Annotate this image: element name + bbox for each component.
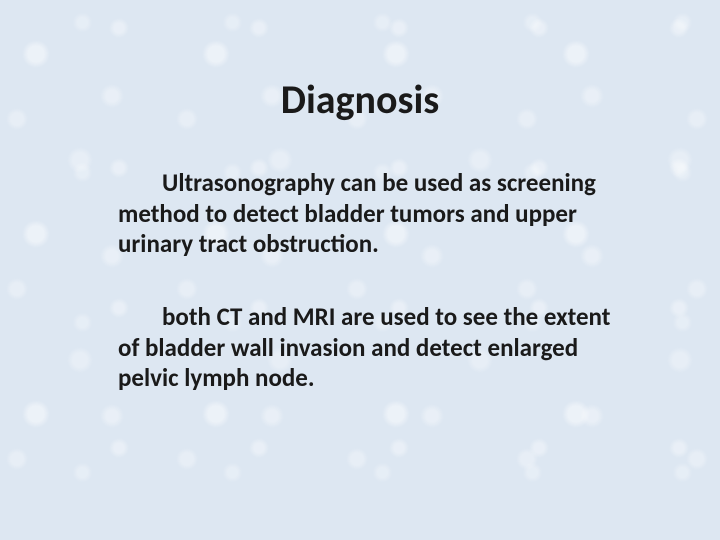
slide-title: Diagnosis [0,78,720,122]
paragraph-ct-mri: both CT and MRI are used to see the exte… [118,302,624,394]
paragraph-ultrasonography: Ultrasonography can be used as screening… [118,168,624,260]
slide-content: Diagnosis Ultrasonography can be used as… [0,0,720,540]
